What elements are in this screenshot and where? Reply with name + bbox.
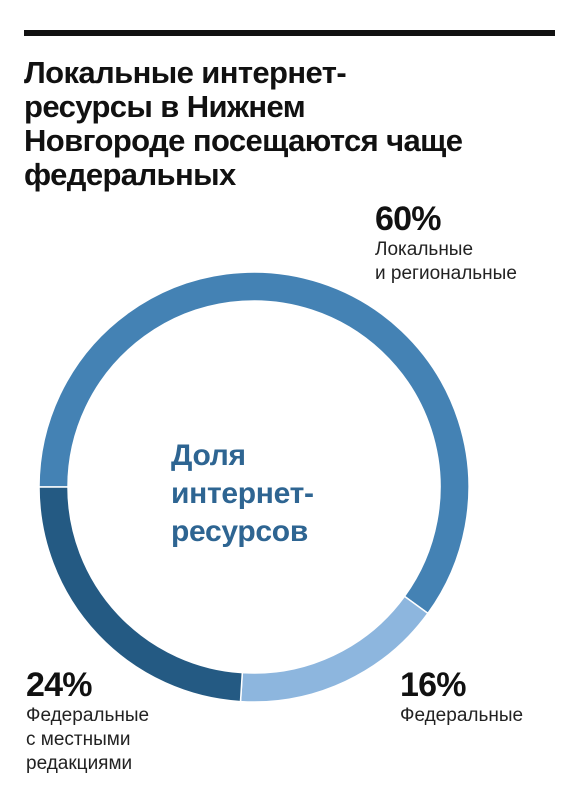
slice-local-regional [38, 271, 470, 615]
callout-federal: 16% Федеральные [400, 666, 523, 728]
donut-center-label: Доля интернет- ресурсов [171, 439, 314, 548]
slice-category-label-local-regional: Локальные и региональные [375, 239, 517, 284]
slice-value-label-federal-local: 24% [26, 666, 92, 704]
slice-value-label-local-regional: 60% [375, 200, 441, 238]
slice-value-label-federal: 16% [400, 666, 466, 704]
callout-local-regional: 60% Локальные и региональные [375, 200, 517, 286]
slice-category-label-federal-local: Федеральные с местными редакциями [26, 705, 150, 774]
slice-category-label-federal: Федеральные [400, 705, 524, 726]
top-rule [24, 30, 555, 36]
slice-federal-local [38, 486, 244, 703]
chart-title: Локальные интернет- ресурсы в Нижнем Нов… [24, 55, 463, 192]
callout-federal-local: 24% Федеральные с местными редакциями [26, 666, 149, 776]
donut-slices [38, 271, 470, 703]
